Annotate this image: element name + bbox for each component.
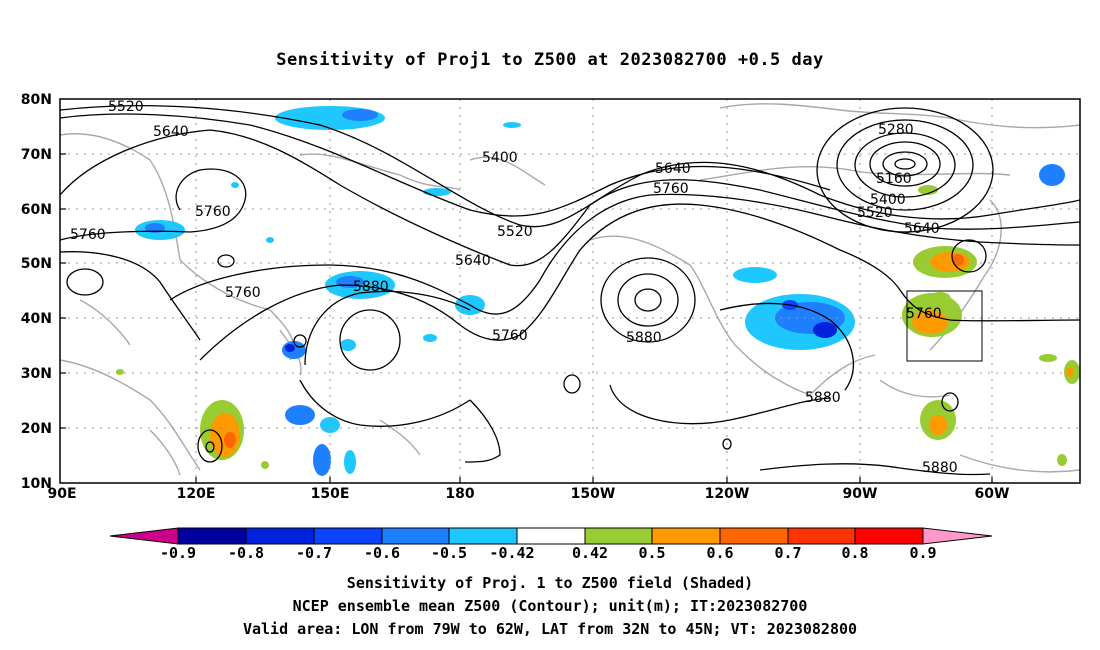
colorbar-segment bbox=[651, 527, 721, 545]
colorbar-segment bbox=[516, 527, 586, 545]
shaded-sensitivity bbox=[116, 106, 1080, 476]
contour-label: 5760 bbox=[653, 181, 689, 197]
lon-label: 90E bbox=[47, 486, 76, 502]
contour-label: 5760 bbox=[195, 204, 231, 220]
contour-label: 5280 bbox=[878, 122, 914, 138]
colorbar-segment bbox=[245, 527, 315, 545]
colorbar-label: -0.42 bbox=[489, 544, 534, 562]
lon-label: 150W bbox=[571, 486, 616, 502]
lon-label: 120W bbox=[705, 486, 750, 502]
contour-label: 5760 bbox=[906, 306, 942, 322]
colorbar-segment bbox=[854, 527, 924, 545]
contour-label: 5640 bbox=[153, 124, 189, 140]
lat-label: 30N bbox=[21, 366, 52, 382]
contour-label: 5520 bbox=[857, 205, 893, 221]
map-title: Sensitivity of Proj1 to Z500 at 20230827… bbox=[276, 50, 824, 70]
colorbar-label: 0.9 bbox=[909, 544, 936, 562]
contour-label: 5640 bbox=[904, 221, 940, 237]
valid-area-box bbox=[906, 290, 983, 362]
lat-label: 20N bbox=[21, 421, 52, 437]
caption-shaded: Sensitivity of Proj. 1 to Z500 field (Sh… bbox=[346, 574, 754, 592]
colorbar-labels: -0.9 -0.8 -0.7 -0.6 -0.5 -0.42 0.42 0.5 … bbox=[160, 544, 937, 562]
lon-label: 180 bbox=[445, 486, 474, 502]
map-frame bbox=[59, 98, 1081, 484]
colorbar-label: -0.6 bbox=[364, 544, 400, 562]
contour-label: 5520 bbox=[108, 99, 144, 115]
caption-valid-area: Valid area: LON from 79W to 62W, LAT fro… bbox=[242, 620, 858, 638]
lat-label: 80N bbox=[21, 92, 52, 108]
gridlines bbox=[60, 99, 1080, 483]
contour-label: 5520 bbox=[497, 224, 533, 240]
caption-contour: NCEP ensemble mean Z500 (Contour); unit(… bbox=[292, 597, 808, 615]
contour-label: 5760 bbox=[70, 227, 106, 243]
colorbar-label: 0.6 bbox=[706, 544, 733, 562]
lat-label: 60N bbox=[21, 202, 52, 218]
colorbar-label: -0.8 bbox=[228, 544, 264, 562]
contour-labels: 5520 5640 5400 5760 5760 5520 5640 5640 … bbox=[70, 99, 958, 476]
colorbar-arrow-left bbox=[109, 527, 179, 545]
colorbar-arrow-right bbox=[922, 527, 993, 545]
colorbar-segment bbox=[177, 527, 247, 545]
colorbar-label: 0.7 bbox=[774, 544, 801, 562]
contour-label: 5880 bbox=[805, 390, 841, 406]
lon-label: 120E bbox=[177, 486, 216, 502]
lat-label: 50N bbox=[21, 256, 52, 272]
colorbar-label: 0.8 bbox=[841, 544, 868, 562]
colorbar-label: -0.5 bbox=[431, 544, 467, 562]
colorbar-segment bbox=[787, 527, 856, 545]
contour-label: 5640 bbox=[655, 161, 691, 177]
lat-labels: 80N 70N 60N 50N 40N 30N 20N 10N bbox=[21, 92, 52, 492]
lon-label: 60W bbox=[975, 486, 1010, 502]
contour-label: 5640 bbox=[455, 253, 491, 269]
lat-label: 10N bbox=[21, 476, 52, 492]
colorbar bbox=[109, 527, 993, 545]
z500-contours bbox=[60, 104, 1080, 476]
coastlines bbox=[60, 103, 1080, 476]
lat-label: 40N bbox=[21, 311, 52, 327]
contour-label: 5760 bbox=[492, 328, 528, 344]
contour-label: 5400 bbox=[870, 192, 906, 208]
lon-labels: 90E 120E 150E 180 150W 120W 90W 60W bbox=[47, 486, 1009, 502]
colorbar-segment bbox=[448, 527, 518, 545]
colorbar-label: -0.9 bbox=[160, 544, 196, 562]
contour-label: 5760 bbox=[225, 285, 261, 301]
contour-label: 5160 bbox=[876, 171, 912, 187]
colorbar-segment bbox=[313, 527, 383, 545]
axis-ticks bbox=[60, 153, 993, 483]
contour-label: 5400 bbox=[482, 150, 518, 166]
colorbar-label: -0.7 bbox=[296, 544, 332, 562]
contour-label: 5880 bbox=[353, 279, 389, 295]
contour-label: 5880 bbox=[922, 460, 958, 476]
colorbar-label: 0.5 bbox=[638, 544, 665, 562]
lat-label: 70N bbox=[21, 147, 52, 163]
colorbar-label: 0.42 bbox=[572, 544, 608, 562]
colorbar-segment bbox=[381, 527, 450, 545]
lon-label: 90W bbox=[843, 486, 878, 502]
colorbar-segment bbox=[584, 527, 653, 545]
contour-label: 5880 bbox=[626, 330, 662, 346]
lon-label: 150E bbox=[311, 486, 350, 502]
colorbar-segment bbox=[719, 527, 789, 545]
